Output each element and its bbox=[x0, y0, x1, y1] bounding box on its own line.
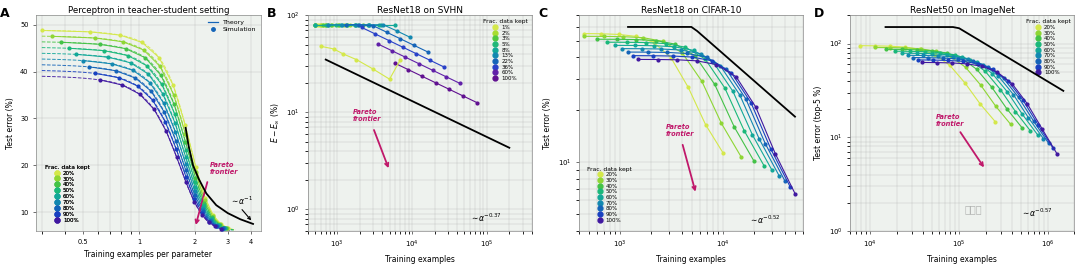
X-axis label: Training examples: Training examples bbox=[928, 255, 997, 264]
Text: Pareto
frontier: Pareto frontier bbox=[666, 124, 694, 137]
Legend: 20%, 30%, 40%, 50%, 60%, 70%, 80%, 90%, 100%: 20%, 30%, 40%, 50%, 60%, 70%, 80%, 90%, … bbox=[586, 166, 633, 224]
Y-axis label: Test error (%): Test error (%) bbox=[543, 97, 552, 149]
Text: Pareto
frontier: Pareto frontier bbox=[210, 162, 239, 175]
Text: $\sim\!\alpha^{-0.57}$: $\sim\!\alpha^{-0.57}$ bbox=[1021, 207, 1052, 219]
X-axis label: Training examples per parameter: Training examples per parameter bbox=[84, 250, 213, 259]
Text: Pareto
frontier: Pareto frontier bbox=[935, 114, 964, 127]
Text: A: A bbox=[0, 7, 10, 20]
Title: ResNet50 on ImageNet: ResNet50 on ImageNet bbox=[909, 6, 1015, 15]
Y-axis label: Test error (top-5 %): Test error (top-5 %) bbox=[814, 86, 823, 160]
Text: $\sim\!\alpha^{-1}$: $\sim\!\alpha^{-1}$ bbox=[230, 195, 254, 207]
Y-axis label: Test error (%): Test error (%) bbox=[5, 97, 14, 149]
Text: D: D bbox=[814, 7, 824, 20]
Text: $\sim\!\alpha^{-0.37}$: $\sim\!\alpha^{-0.37}$ bbox=[470, 211, 502, 224]
Legend: 20%, 30%, 40%, 50%, 60%, 70%, 80%, 90%, 100%: 20%, 30%, 40%, 50%, 60%, 70%, 80%, 90%, … bbox=[1025, 18, 1071, 76]
X-axis label: Training examples: Training examples bbox=[384, 255, 455, 264]
Y-axis label: $E - E_{\infty}$ (%): $E - E_{\infty}$ (%) bbox=[269, 103, 281, 143]
Title: ResNet18 on CIFAR-10: ResNet18 on CIFAR-10 bbox=[640, 6, 741, 15]
Text: $\sim\!\alpha^{-0.52}$: $\sim\!\alpha^{-0.52}$ bbox=[750, 213, 781, 226]
Legend: 1%, 2%, 3%, 5%, 8%, 13%, 22%, 36%, 60%, 100%: 1%, 2%, 3%, 5%, 8%, 13%, 22%, 36%, 60%, … bbox=[482, 18, 529, 82]
Text: C: C bbox=[539, 7, 548, 20]
X-axis label: Training examples: Training examples bbox=[656, 255, 726, 264]
Title: Perceptron in teacher-student setting: Perceptron in teacher-student setting bbox=[68, 6, 229, 15]
Text: 量子位: 量子位 bbox=[964, 204, 983, 214]
Text: Pareto
frontier: Pareto frontier bbox=[352, 109, 381, 122]
Title: ResNet18 on SVHN: ResNet18 on SVHN bbox=[377, 6, 462, 15]
Text: B: B bbox=[267, 7, 276, 20]
Legend: 20%, 30%, 40%, 50%, 60%, 70%, 80%, 90%, 100%: 20%, 30%, 40%, 50%, 60%, 70%, 80%, 90%, … bbox=[43, 164, 91, 224]
